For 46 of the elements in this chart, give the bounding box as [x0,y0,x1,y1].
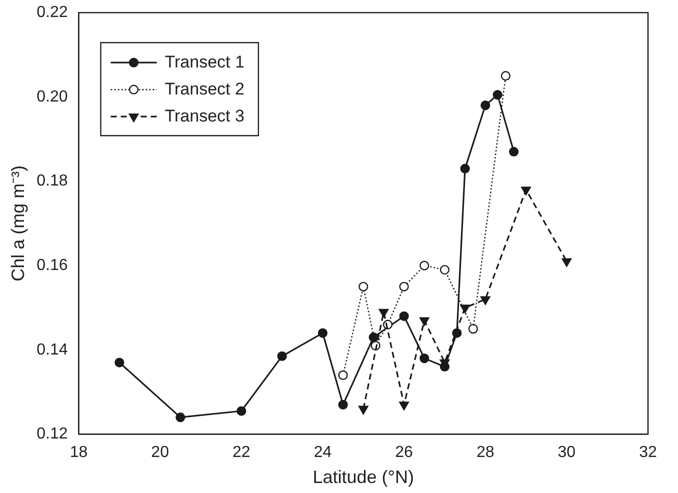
y-tick-label: 0.22 [36,4,68,22]
y-tick-label: 0.20 [36,88,68,106]
point [440,264,450,275]
point [480,100,490,110]
point [420,260,430,270]
point [480,296,490,305]
point [399,282,409,292]
point [509,146,519,157]
point [236,406,246,416]
point [500,71,510,81]
point [468,324,478,334]
x-tick-label: 22 [232,444,250,462]
point [460,304,470,314]
y-tick-label: 0.14 [36,341,68,358]
point [318,328,328,338]
legend-label: Transect 3 [164,106,244,126]
x-tick-label: 30 [558,444,576,462]
point [399,311,409,321]
x-tick-label: 32 [639,444,657,462]
point [176,412,186,422]
x-tick-label: 26 [395,444,414,462]
point [492,90,502,100]
legend-label: Transect 1 [164,52,244,72]
point [399,402,409,410]
x-tick-label: 20 [151,444,170,462]
x-tick-label: 18 [70,444,88,462]
y-tick-label: 0.18 [36,172,68,190]
point [521,186,531,196]
point [358,282,368,292]
point [378,308,389,318]
point [338,400,348,410]
point [338,370,348,380]
point [358,406,368,415]
point [114,358,124,368]
y-tick-label: 0.12 [36,426,68,443]
point [420,354,430,364]
point [460,164,470,174]
point [419,317,430,326]
x-tick-label: 28 [476,444,494,462]
point [277,351,287,362]
y-axis-title: Chl a (mg m⁻³) [8,165,28,282]
point [562,258,572,267]
y-tick-label: 0.16 [36,256,68,274]
x-axis-title: Latitude (°N) [312,467,414,488]
x-tick-label: 24 [314,444,332,462]
legend-label: Transect 2 [164,79,244,98]
